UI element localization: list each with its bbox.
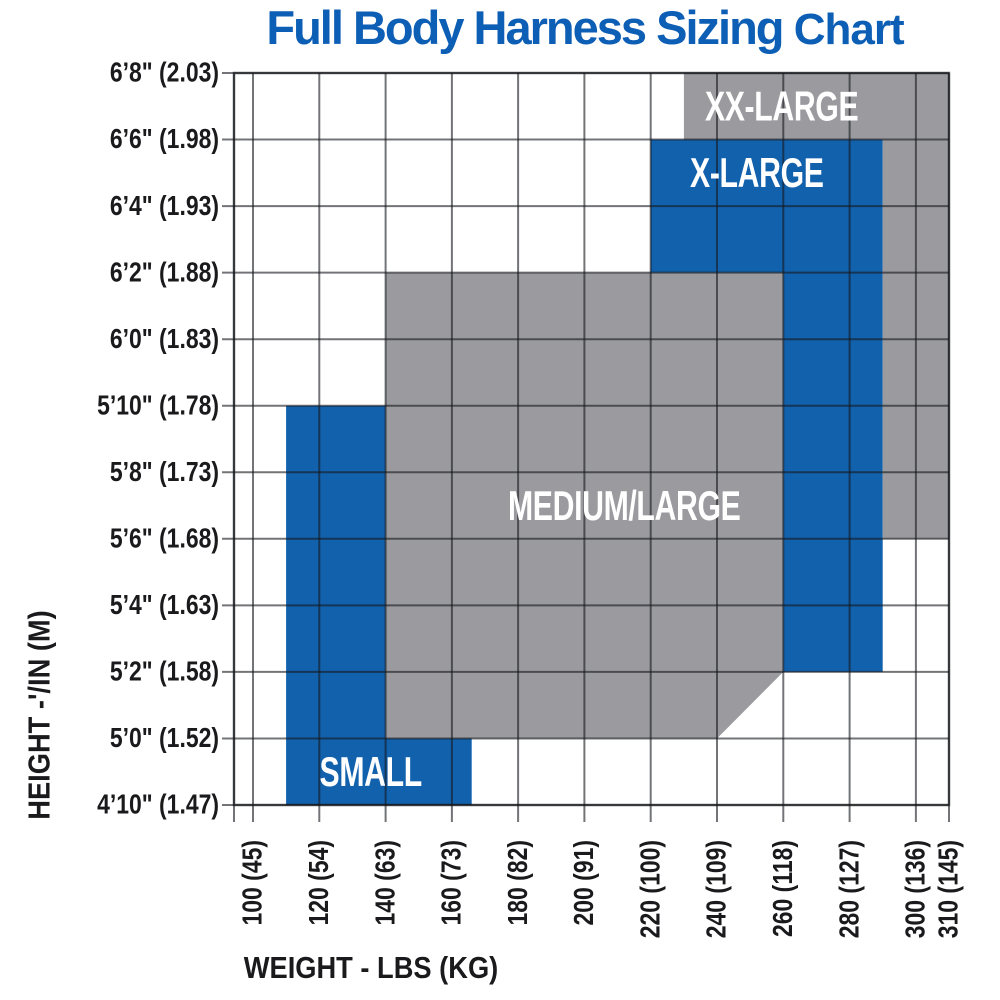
x-tick-label-220: 220 (100) [635, 840, 666, 938]
y-tick-label-80: 6’8" (2.03) [110, 58, 219, 89]
x-tick-label-280: 280 (127) [834, 840, 865, 938]
region-label-xx-large: XX-LARGE [705, 83, 858, 130]
y-tick-label-62: 5’2" (1.58) [110, 657, 219, 688]
page-title: Full Body Harness Sizing Chart [266, 1, 905, 66]
y-tick-label-64: 5’4" (1.63) [110, 590, 219, 621]
x-tick-label-100: 100 (45) [238, 840, 269, 925]
x-axis-title: WEIGHT - LBS (KG) [244, 951, 498, 985]
region-label-x-large: X-LARGE [690, 149, 824, 196]
page-title-main: Full Body Harness Sizing [266, 1, 784, 54]
y-tick-label-78: 6’6" (1.98) [110, 124, 219, 155]
y-tick-label-66: 5’6" (1.68) [110, 523, 219, 554]
x-tick-label-240: 240 (109) [702, 840, 733, 938]
y-tick-label-60: 5’0" (1.52) [110, 723, 219, 754]
x-tick-label-310: 310 (145) [934, 840, 965, 938]
x-tick-label-140: 140 (63) [370, 840, 401, 925]
y-tick-label-70: 5’10" (1.78) [97, 390, 219, 421]
plot-border [232, 71, 951, 807]
region-label-small: SMALL [320, 748, 422, 795]
y-tick-label-76: 6’4" (1.93) [110, 191, 219, 222]
x-tick-label-200: 200 (91) [569, 840, 600, 925]
region-label-medium-large: MEDIUM/LARGE [508, 482, 740, 529]
y-tick-label-58: 4’10" (1.47) [97, 790, 219, 821]
y-tick-label-74: 6’2" (1.88) [110, 257, 219, 288]
y-tick-label-72: 6’0" (1.83) [110, 324, 219, 355]
y-axis-title: HEIGHT -'/IN (M) [23, 610, 57, 819]
x-tick-label-160: 160 (73) [437, 840, 468, 925]
page-title-suffix: Chart [782, 5, 905, 54]
y-tick-label-68: 5’8" (1.73) [110, 457, 219, 488]
x-tick-label-300: 300 (136) [901, 840, 932, 938]
x-tick-label-260: 260 (118) [768, 840, 799, 937]
x-tick-label-180: 180 (82) [503, 840, 534, 925]
x-tick-label-120: 120 (54) [304, 840, 335, 925]
region-xx-large [683, 73, 949, 539]
